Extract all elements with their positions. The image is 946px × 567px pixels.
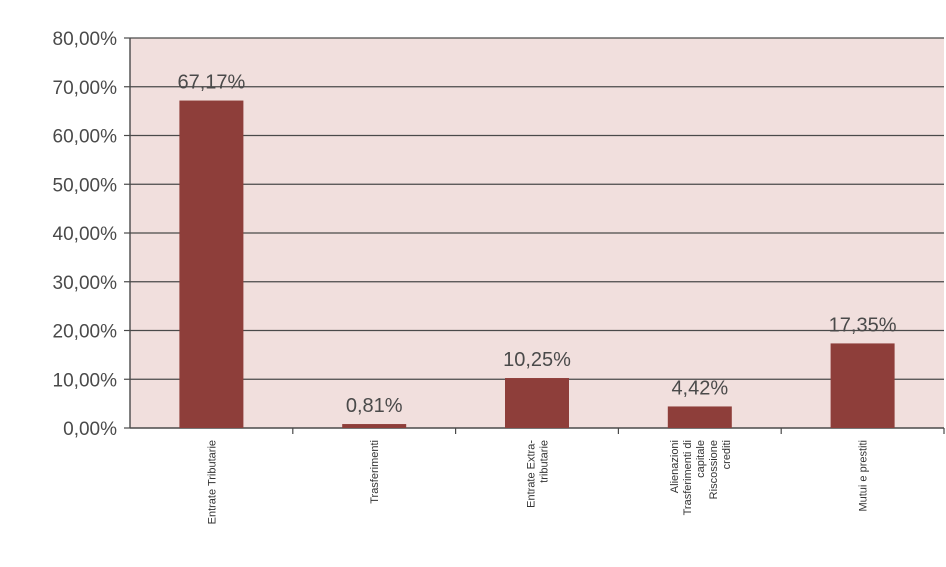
category-label: Trasferimenti (369, 440, 381, 504)
y-tick-label: 60,00% (53, 127, 118, 148)
y-tick-label: 40,00% (53, 224, 118, 245)
gridlines (130, 37, 944, 380)
category-label-line: Trasferimenti (369, 440, 381, 504)
category-label-line: tributarie (539, 440, 551, 483)
y-tick-label: 80,00% (53, 29, 118, 50)
bar (179, 100, 244, 428)
data-label: 17,35% (829, 314, 897, 336)
bar (830, 343, 895, 428)
category-labels: Entrate Tributarie Trasferimenti Entrate E… (206, 440, 869, 525)
y-tick-label: 10,00% (53, 370, 118, 391)
data-label: 0,81% (346, 395, 403, 417)
category-label-line: Trasferimenti di (682, 440, 694, 515)
bar (342, 424, 407, 428)
y-tick-label: 70,00% (53, 78, 118, 99)
y-tick-label: 50,00% (53, 175, 118, 196)
data-labels: 67,17% 0,81% 10,25% 4,42% 17,35% (177, 72, 896, 418)
category-label: Alienazioni Trasferimenti di capitale Risco… (669, 440, 733, 515)
category-label-line: Entrate Extra- (526, 440, 538, 508)
category-label-line: Riscossione (708, 440, 720, 499)
category-label-line: capitale (695, 440, 707, 478)
data-label: 4,42% (671, 377, 728, 399)
category-label-line: Mutui e prestiti (858, 440, 870, 512)
category-label: Entrate Extra-tributarie (526, 440, 551, 508)
data-label: 67,17% (177, 72, 245, 94)
bar (505, 378, 569, 428)
category-label-line: Entrate Tributarie (206, 440, 218, 524)
bars (179, 100, 895, 428)
bar (667, 406, 732, 428)
category-label: Mutui e prestiti (858, 440, 870, 512)
category-label-line: crediti (721, 440, 733, 469)
data-label: 10,25% (503, 349, 571, 371)
category-label: Entrate Tributarie (206, 440, 218, 524)
y-tick-label: 30,00% (53, 273, 118, 294)
y-tick-label: 20,00% (53, 322, 118, 343)
y-tick-label: 0,00% (63, 419, 117, 440)
category-label-line: Alienazioni (669, 440, 681, 493)
